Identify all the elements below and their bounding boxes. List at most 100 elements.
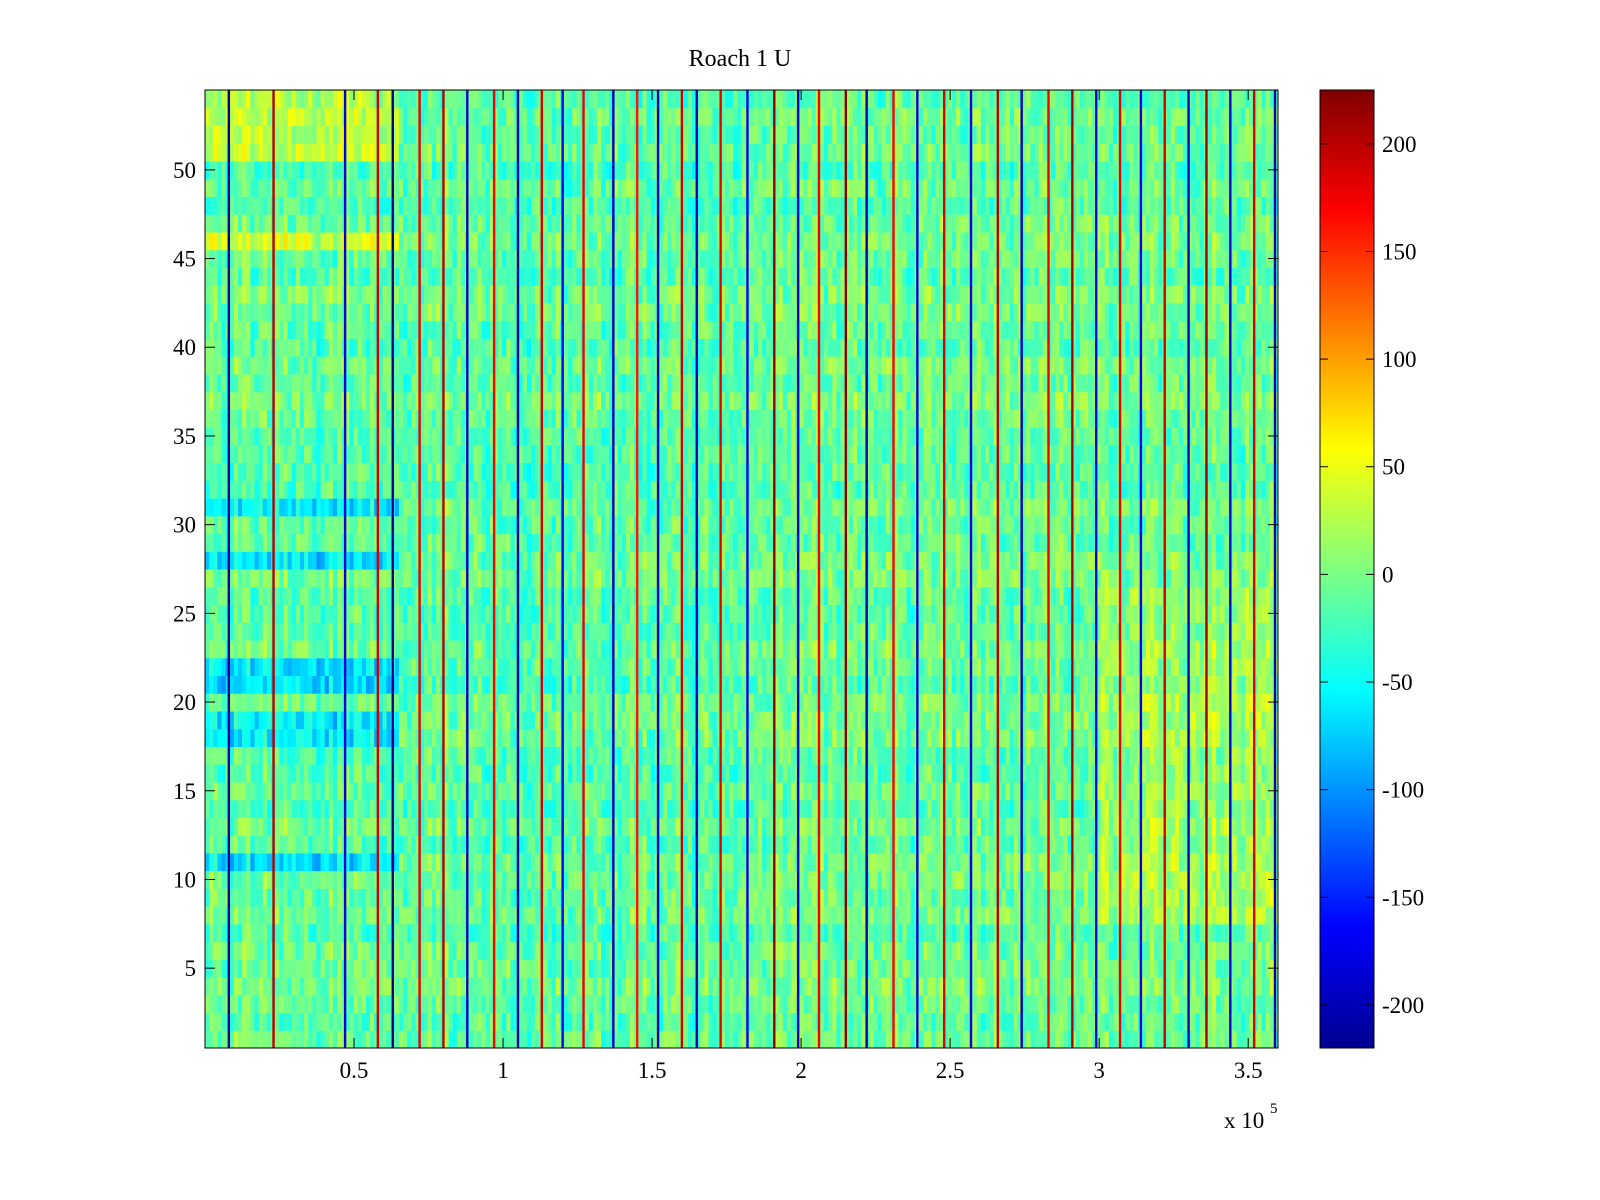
heatmap-cell <box>436 498 441 517</box>
heatmap-cell <box>407 231 412 251</box>
heatmap-cell <box>423 409 429 428</box>
heatmap-cell <box>365 498 371 517</box>
heatmap-cell <box>411 143 417 162</box>
heatmap-cell <box>279 267 285 286</box>
heatmap-cell <box>460 107 466 127</box>
heatmap-cell <box>460 1012 466 1031</box>
heatmap-cell <box>349 551 355 570</box>
heatmap-cell <box>246 622 251 641</box>
heatmap-cell <box>469 764 474 783</box>
heatmap-cell <box>469 480 474 499</box>
heatmap-cell <box>535 799 540 818</box>
heatmap-cell <box>394 870 400 889</box>
heatmap-cell <box>275 143 280 162</box>
heatmap-cell <box>572 267 578 286</box>
heatmap-cell <box>365 746 371 765</box>
heatmap-cell <box>275 160 280 180</box>
heatmap-cell <box>229 586 235 606</box>
heatmap-cell <box>564 125 569 144</box>
heatmap-cell <box>518 356 524 375</box>
heatmap-cell <box>295 373 301 393</box>
heatmap-cell <box>510 533 516 552</box>
heatmap-cell <box>481 622 487 641</box>
heatmap-cell <box>370 728 375 748</box>
heatmap-cell <box>493 781 499 801</box>
heatmap-cell <box>403 409 408 428</box>
heatmap-cell <box>386 746 392 765</box>
heatmap-cell <box>493 515 499 535</box>
heatmap-cell <box>452 835 458 854</box>
heatmap-cell <box>370 799 375 818</box>
heatmap-cell <box>312 302 318 322</box>
heatmap-cell <box>246 302 251 322</box>
heatmap-cell <box>584 604 590 623</box>
heatmap-cell <box>275 888 280 907</box>
heatmap-cell <box>233 533 239 552</box>
heatmap-cell <box>382 799 388 818</box>
heatmap-cell <box>275 462 280 481</box>
heatmap-cell <box>564 409 569 428</box>
heatmap-cell <box>436 710 441 730</box>
heatmap-cell <box>427 356 433 375</box>
heatmap-cell <box>275 125 280 144</box>
heatmap-cell <box>262 249 268 269</box>
heatmap-cell <box>498 551 503 570</box>
heatmap-cell <box>266 267 272 286</box>
heatmap-cell <box>415 639 421 659</box>
heatmap-cell <box>568 107 573 127</box>
heatmap-cell <box>551 923 557 943</box>
heatmap-cell <box>209 764 214 783</box>
heatmap-cell <box>229 959 235 978</box>
heatmap-cell <box>506 764 511 783</box>
heatmap-cell <box>460 409 466 428</box>
heatmap-cell <box>485 994 491 1014</box>
heatmap-cell <box>312 498 318 517</box>
heatmap-cell <box>423 551 429 570</box>
heatmap-cell <box>526 214 532 233</box>
heatmap-cell <box>411 125 417 144</box>
heatmap-cell <box>365 693 371 712</box>
heatmap-cell <box>547 852 553 872</box>
heatmap-cell <box>547 533 553 552</box>
heatmap-cell <box>287 1030 293 1048</box>
heatmap-cell <box>485 835 491 854</box>
heatmap-cell <box>448 160 454 180</box>
heatmap-cell <box>287 852 293 872</box>
heatmap-cell <box>341 285 346 304</box>
heatmap-cell <box>250 1012 256 1031</box>
heatmap-cell <box>209 551 214 570</box>
heatmap-cell <box>213 852 218 872</box>
heatmap-cell <box>436 799 441 818</box>
heatmap-cell <box>374 622 379 641</box>
heatmap-cell <box>341 143 346 162</box>
heatmap-cell <box>312 160 318 180</box>
heatmap-cell <box>493 143 499 162</box>
heatmap-cell <box>312 551 318 570</box>
heatmap-cell <box>304 622 309 641</box>
heatmap-cell <box>448 835 454 854</box>
heatmap-cell <box>444 444 450 464</box>
heatmap-cell <box>419 427 425 446</box>
heatmap-cell <box>477 90 483 109</box>
heatmap-cell <box>365 107 371 127</box>
heatmap-cell <box>357 835 363 854</box>
heatmap-cell <box>510 1012 516 1031</box>
heatmap-cell <box>502 356 507 375</box>
heatmap-cell <box>254 693 260 712</box>
heatmap-cell <box>361 427 367 446</box>
heatmap-cell <box>386 693 392 712</box>
heatmap-cell <box>213 959 218 978</box>
heatmap-cell <box>275 196 280 215</box>
heatmap-cell <box>407 817 412 836</box>
heatmap-cell <box>469 178 474 198</box>
heatmap-cell <box>506 125 511 144</box>
heatmap-cell <box>374 604 379 623</box>
heatmap-cell <box>291 799 297 818</box>
heatmap-cell <box>419 231 425 251</box>
heatmap-cell <box>308 338 313 357</box>
heatmap-cell <box>266 693 272 712</box>
heatmap-cell <box>448 852 454 872</box>
heatmap-cell <box>382 746 388 765</box>
heatmap-cell <box>345 941 351 960</box>
heatmap-cell <box>460 941 466 960</box>
